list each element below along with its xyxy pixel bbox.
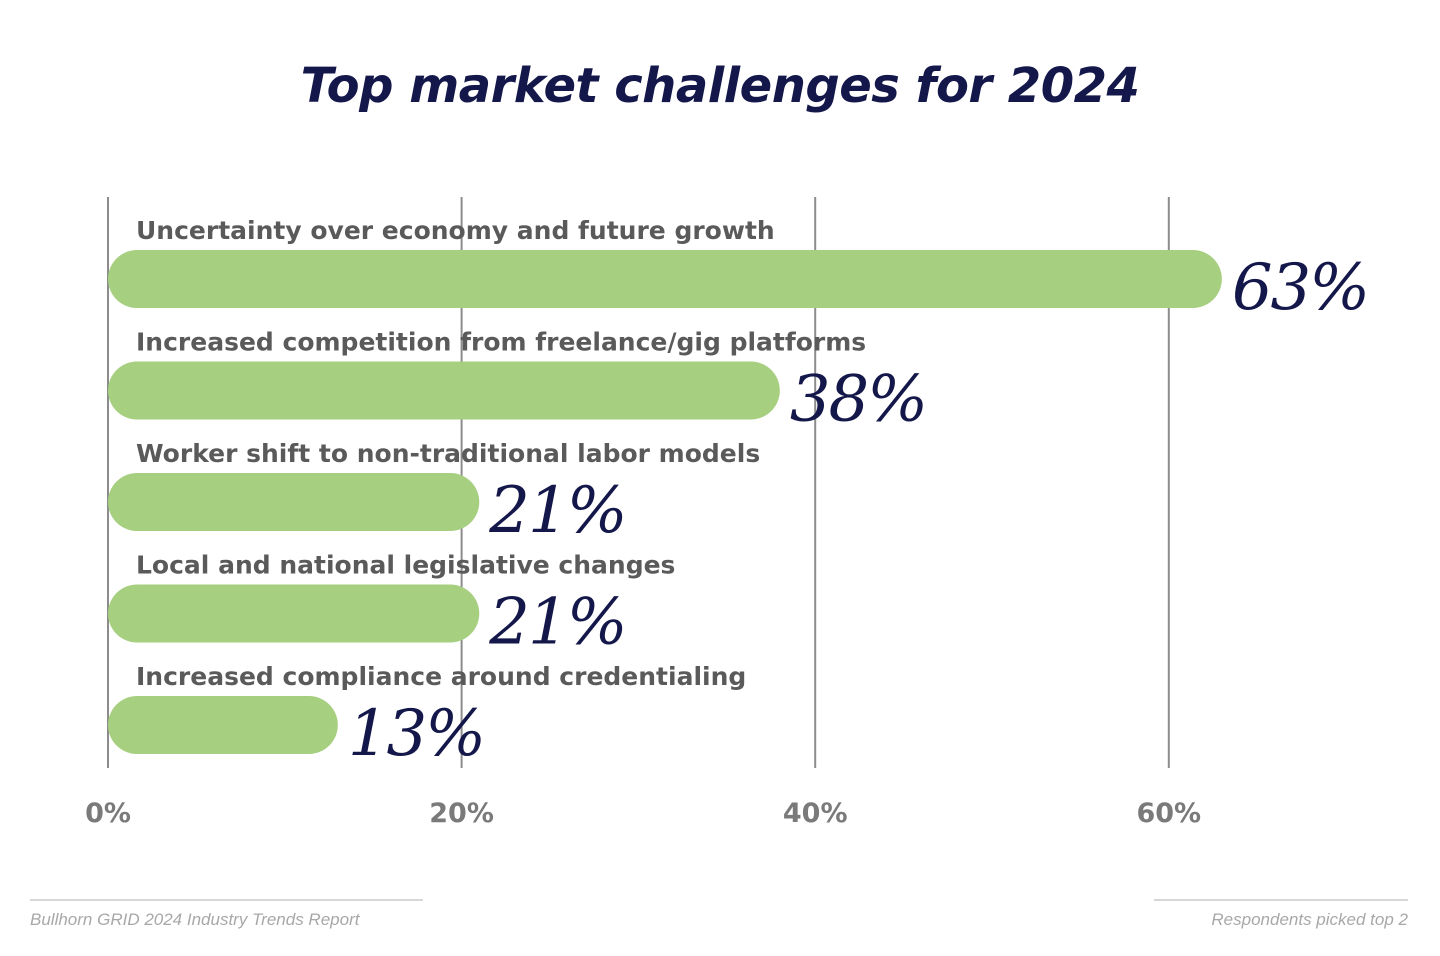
bar bbox=[108, 250, 1222, 308]
x-tick-label: 60% bbox=[1136, 798, 1201, 829]
category-label: Increased compliance around credentialin… bbox=[136, 662, 746, 691]
x-tick-label: 20% bbox=[429, 798, 494, 829]
category-label: Local and national legislative changes bbox=[136, 551, 675, 580]
footer-divider-right bbox=[1154, 899, 1408, 901]
x-tick-label: 40% bbox=[783, 798, 848, 829]
bar bbox=[108, 696, 338, 754]
value-label: 13% bbox=[348, 697, 484, 771]
value-label: 21% bbox=[488, 474, 625, 548]
bar bbox=[108, 473, 480, 531]
value-label: 63% bbox=[1232, 251, 1368, 325]
value-label: 38% bbox=[790, 363, 926, 437]
x-axis-ticks: 0% 20% 40% 60% bbox=[85, 798, 1201, 829]
chart-title: Top market challenges for 2024 bbox=[300, 58, 1140, 114]
x-tick-label: 0% bbox=[85, 798, 131, 829]
category-label: Worker shift to non-traditional labor mo… bbox=[136, 439, 760, 468]
category-label: Uncertainty over economy and future grow… bbox=[136, 216, 775, 245]
value-label: 21% bbox=[488, 586, 625, 660]
bar-chart: Uncertainty over economy and future grow… bbox=[85, 197, 1370, 829]
footer-note: Respondents picked top 2 bbox=[1211, 910, 1408, 929]
bar bbox=[108, 584, 480, 643]
bar bbox=[108, 361, 780, 420]
footer-source: Bullhorn GRID 2024 Industry Trends Repor… bbox=[30, 910, 360, 929]
bars: Uncertainty over economy and future grow… bbox=[108, 216, 1370, 771]
category-label: Increased competition from freelance/gig… bbox=[136, 328, 866, 357]
footer-divider-left bbox=[30, 899, 423, 901]
